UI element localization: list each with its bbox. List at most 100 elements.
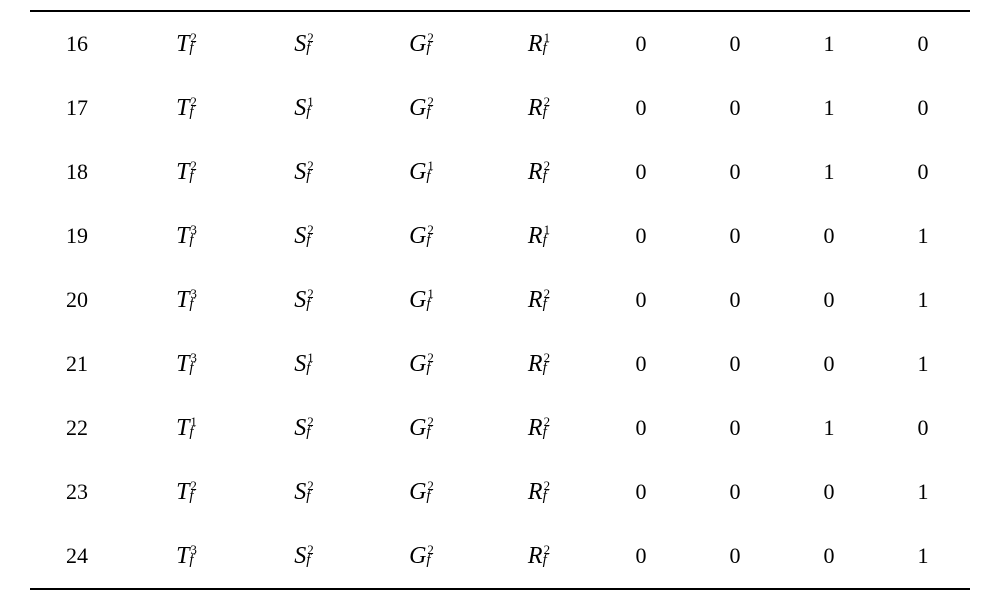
symbol-base: G (409, 95, 426, 121)
table-row: 19T3fS2fG2fR1f0001 (30, 204, 970, 268)
symbol-base: R (528, 543, 543, 569)
col-c1: 0 (594, 524, 688, 589)
col-c4: 1 (876, 524, 970, 589)
table-row: 21T3fS1fG2fR2f0001 (30, 332, 970, 396)
table-row: 23T2fS2fG2fR2f0001 (30, 460, 970, 524)
col-c3: 0 (782, 524, 876, 589)
symbol-base: R (528, 95, 543, 121)
math-symbol: S2f (294, 204, 306, 268)
math-symbol: T2f (176, 460, 189, 524)
col-c1: 0 (594, 76, 688, 140)
row-index: 20 (30, 268, 124, 332)
math-symbol: R2f (528, 140, 543, 204)
math-symbol: S2f (294, 460, 306, 524)
col-c2: 0 (688, 460, 782, 524)
symbol-base: T (176, 223, 189, 249)
math-symbol: G2f (409, 396, 426, 460)
col-c1: 0 (594, 11, 688, 76)
math-symbol: R1f (528, 204, 543, 268)
math-symbol: R2f (528, 332, 543, 396)
symbol-cell: G2f (359, 332, 477, 396)
col-c3: 0 (782, 268, 876, 332)
math-symbol: R2f (528, 396, 543, 460)
symbol-cell: T2f (124, 140, 242, 204)
symbol-cell: G2f (359, 11, 477, 76)
col-c1: 0 (594, 268, 688, 332)
math-symbol: S2f (294, 524, 306, 588)
col-c2: 0 (688, 11, 782, 76)
data-table-body: 16T2fS2fG2fR1f001017T2fS1fG2fR2f001018T2… (30, 11, 970, 589)
col-c4: 1 (876, 332, 970, 396)
symbol-cell: R2f (477, 332, 595, 396)
col-c2: 0 (688, 204, 782, 268)
table-row: 17T2fS1fG2fR2f0010 (30, 76, 970, 140)
symbol-cell: T2f (124, 460, 242, 524)
symbol-base: G (409, 223, 426, 249)
col-c1: 0 (594, 204, 688, 268)
symbol-base: S (294, 287, 306, 313)
col-c3: 1 (782, 11, 876, 76)
math-symbol: S1f (294, 76, 306, 140)
symbol-cell: R2f (477, 460, 595, 524)
col-c3: 1 (782, 140, 876, 204)
symbol-cell: T3f (124, 524, 242, 589)
symbol-cell: R2f (477, 76, 595, 140)
symbol-cell: G1f (359, 140, 477, 204)
symbol-base: T (176, 415, 189, 441)
symbol-cell: S1f (242, 332, 360, 396)
math-symbol: T3f (176, 268, 189, 332)
math-symbol: T2f (176, 140, 189, 204)
symbol-cell: G2f (359, 396, 477, 460)
row-index: 21 (30, 332, 124, 396)
math-symbol: R2f (528, 268, 543, 332)
symbol-base: R (528, 351, 543, 377)
math-symbol: T3f (176, 332, 189, 396)
symbol-base: S (294, 351, 306, 377)
symbol-base: T (176, 543, 189, 569)
symbol-cell: G1f (359, 268, 477, 332)
math-symbol: G2f (409, 460, 426, 524)
symbol-base: T (176, 351, 189, 377)
symbol-base: R (528, 31, 543, 57)
symbol-base: S (294, 223, 306, 249)
math-symbol: T3f (176, 204, 189, 268)
row-index: 18 (30, 140, 124, 204)
math-symbol: R2f (528, 76, 543, 140)
math-symbol: T2f (176, 12, 189, 76)
symbol-base: S (294, 159, 306, 185)
math-symbol: G1f (409, 268, 426, 332)
symbol-cell: G2f (359, 524, 477, 589)
symbol-base: R (528, 479, 543, 505)
symbol-cell: R1f (477, 204, 595, 268)
symbol-base: G (409, 543, 426, 569)
math-symbol: G2f (409, 12, 426, 76)
row-index: 22 (30, 396, 124, 460)
symbol-cell: T2f (124, 76, 242, 140)
col-c2: 0 (688, 332, 782, 396)
row-index: 19 (30, 204, 124, 268)
symbol-cell: S2f (242, 140, 360, 204)
symbol-cell: S2f (242, 268, 360, 332)
symbol-cell: S2f (242, 524, 360, 589)
symbol-base: G (409, 415, 426, 441)
symbol-cell: R2f (477, 268, 595, 332)
symbol-subscript: f (543, 528, 547, 592)
symbol-base: G (409, 31, 426, 57)
table-row: 24T3fS2fG2fR2f0001 (30, 524, 970, 589)
math-symbol: G2f (409, 524, 426, 588)
symbol-cell: T2f (124, 11, 242, 76)
math-symbol: G2f (409, 204, 426, 268)
math-symbol: R1f (528, 12, 543, 76)
symbol-base: G (409, 287, 426, 313)
math-symbol: S2f (294, 396, 306, 460)
symbol-cell: G2f (359, 204, 477, 268)
math-symbol: G2f (409, 76, 426, 140)
symbol-cell: S1f (242, 76, 360, 140)
col-c3: 0 (782, 460, 876, 524)
symbol-cell: R2f (477, 140, 595, 204)
symbol-cell: T3f (124, 332, 242, 396)
table-row: 22T1fS2fG2fR2f0010 (30, 396, 970, 460)
data-table: 16T2fS2fG2fR1f001017T2fS1fG2fR2f001018T2… (30, 10, 970, 590)
math-symbol: T2f (176, 76, 189, 140)
symbol-base: G (409, 159, 426, 185)
